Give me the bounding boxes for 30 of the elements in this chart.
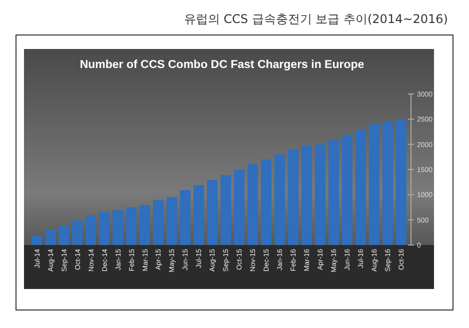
bar bbox=[234, 170, 244, 245]
bar bbox=[32, 236, 42, 245]
bar bbox=[368, 124, 380, 245]
bar bbox=[206, 180, 218, 245]
bar bbox=[301, 145, 312, 245]
bar bbox=[112, 210, 124, 245]
bar bbox=[166, 197, 178, 245]
bar bbox=[180, 190, 191, 245]
bar bbox=[72, 220, 83, 245]
bar bbox=[355, 130, 366, 245]
bar bbox=[260, 159, 272, 245]
bar bbox=[194, 185, 204, 245]
bar bbox=[153, 200, 164, 245]
bar bbox=[314, 144, 326, 245]
bar bbox=[140, 205, 150, 245]
bar bbox=[288, 149, 298, 245]
bar bbox=[382, 122, 393, 245]
bar bbox=[99, 212, 110, 245]
chart-subtitle: Number of CCS Combo DC Fast Chargers in Europe bbox=[80, 59, 364, 71]
bar bbox=[45, 229, 56, 245]
bar bbox=[342, 134, 352, 245]
bar bbox=[328, 140, 339, 245]
bar bbox=[220, 175, 232, 245]
bar bbox=[247, 164, 258, 245]
bar bbox=[274, 154, 285, 245]
bar bbox=[126, 207, 137, 245]
bar bbox=[396, 119, 406, 245]
bar bbox=[86, 215, 96, 245]
bar bbox=[58, 225, 70, 245]
chart-title: 유럽의 CCS 급속충전기 보급 추이(2014~2016) bbox=[184, 12, 448, 26]
